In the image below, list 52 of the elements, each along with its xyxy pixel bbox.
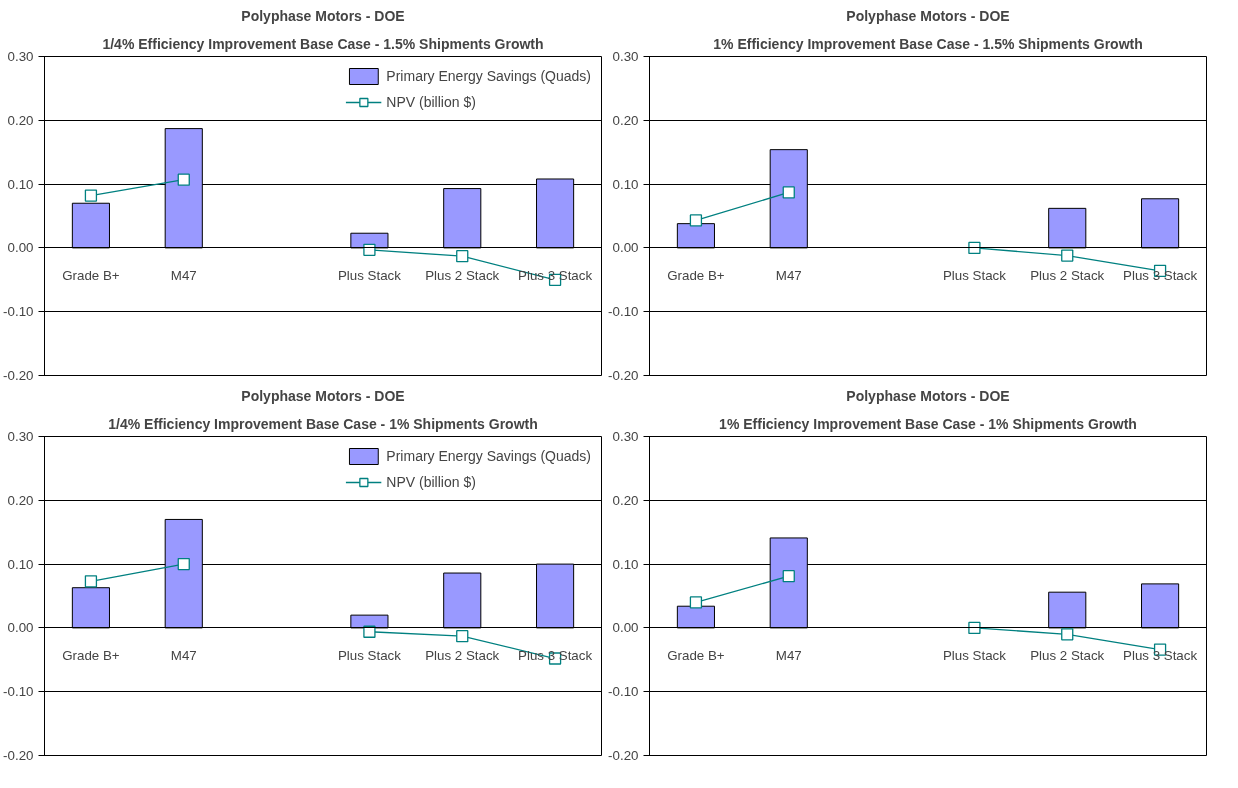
x-tick-label: Plus 2 Stack (1030, 647, 1105, 663)
x-tick-label: Plus Stack (942, 267, 1007, 283)
x-tick-label: M47 (775, 267, 802, 283)
y-tick-label: -0.10 (608, 304, 639, 320)
y-tick-label: 0.30 (612, 429, 639, 444)
x-tick-label: Plus Stack (337, 267, 402, 283)
chart-subtitle: 1/4% Efficiency Improvement Base Case - 1.5% Shipments Growth (102, 35, 544, 52)
y-tick-label: 0.20 (612, 112, 639, 128)
y-tick-label: 0.00 (7, 240, 34, 256)
y-tick-label: -0.10 (3, 304, 34, 320)
legend-label: NPV (billion $) (386, 94, 476, 110)
chart-subtitle: 1% Efficiency Improvement Base Case - 1% Shipments Growth (719, 415, 1137, 432)
y-tick-label: -0.10 (3, 684, 34, 700)
y-tick-label: 0.30 (7, 429, 34, 444)
y-tick-label: 0.20 (7, 492, 34, 508)
y-tick-label: 0.20 (7, 112, 34, 128)
x-tick-label: Plus Stack (942, 647, 1007, 663)
y-tick-label: 0.30 (612, 49, 639, 64)
x-tick-label: Plus 2 Stack (425, 647, 500, 663)
y-tick-label: 0.10 (612, 556, 639, 572)
y-tick-label: 0.00 (612, 240, 639, 256)
y-tick-label: 0.30 (7, 49, 34, 64)
x-tick-label: M47 (775, 647, 802, 663)
x-tick-label: Plus Stack (337, 647, 402, 663)
x-tick-label: M47 (170, 267, 197, 283)
chart-title: Polyphase Motors - DOE (846, 7, 1010, 24)
y-tick-label: -0.20 (3, 368, 34, 383)
chart-title: Polyphase Motors - DOE (846, 387, 1010, 404)
legend-label: Primary Energy Savings (Quads) (386, 448, 591, 464)
x-tick-label: Plus 2 Stack (425, 267, 500, 283)
y-tick-label: 0.20 (612, 492, 639, 508)
chart-subtitle: 1% Efficiency Improvement Base Case - 1.5% Shipments Growth (713, 35, 1143, 52)
chart-subtitle: 1/4% Efficiency Improvement Base Case - 1% Shipments Growth (108, 415, 538, 432)
x-tick-label: M47 (170, 647, 197, 663)
legend-label: Primary Energy Savings (Quads) (386, 68, 591, 84)
y-tick-label: -0.10 (608, 684, 639, 700)
legend-label: NPV (billion $) (386, 474, 476, 490)
x-tick-label: Grade B+ (62, 267, 120, 283)
y-tick-label: -0.20 (608, 368, 639, 383)
y-tick-label: 0.10 (7, 176, 34, 192)
y-tick-label: -0.20 (3, 748, 34, 763)
y-tick-label: 0.00 (7, 620, 34, 636)
x-tick-label: Plus 2 Stack (1030, 267, 1105, 283)
y-tick-label: -0.20 (608, 748, 639, 763)
chart-title: Polyphase Motors - DOE (241, 7, 405, 24)
y-tick-label: 0.10 (612, 176, 639, 192)
y-tick-label: 0.00 (612, 620, 639, 636)
x-tick-label: Grade B+ (667, 647, 725, 663)
x-tick-label: Grade B+ (62, 647, 120, 663)
x-tick-label: Grade B+ (667, 267, 725, 283)
chart-title: Polyphase Motors - DOE (241, 387, 405, 404)
y-tick-label: 0.10 (7, 556, 34, 572)
